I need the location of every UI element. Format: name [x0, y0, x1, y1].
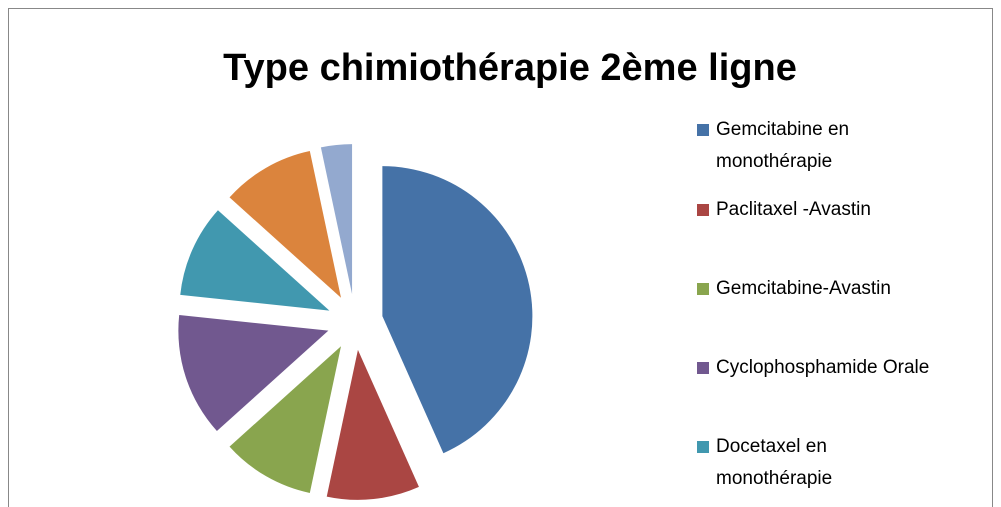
legend-swatch	[697, 124, 709, 136]
legend-label: Gemcitabine-Avastin	[716, 278, 891, 299]
pie-slice	[229, 151, 341, 298]
legend-swatch	[697, 283, 709, 295]
legend-swatch	[697, 441, 709, 453]
pie-slice	[320, 144, 353, 295]
pie-slice	[178, 314, 329, 432]
legend-swatch	[697, 204, 709, 216]
pie-slice	[229, 346, 341, 493]
pie-slice	[180, 210, 330, 311]
pie-slice	[382, 166, 533, 454]
legend-label: Paclitaxel -Avastin	[716, 199, 871, 220]
legend-label: Docetaxel en monothérapie	[716, 436, 832, 489]
legend-swatch	[697, 362, 709, 374]
pie-slice	[326, 349, 419, 500]
legend-label: Gemcitabine en monothérapie	[716, 119, 849, 172]
chart-title: Type chimiothérapie 2ème ligne	[223, 47, 797, 89]
legend-label: Cyclophosphamide Orale	[716, 357, 929, 378]
